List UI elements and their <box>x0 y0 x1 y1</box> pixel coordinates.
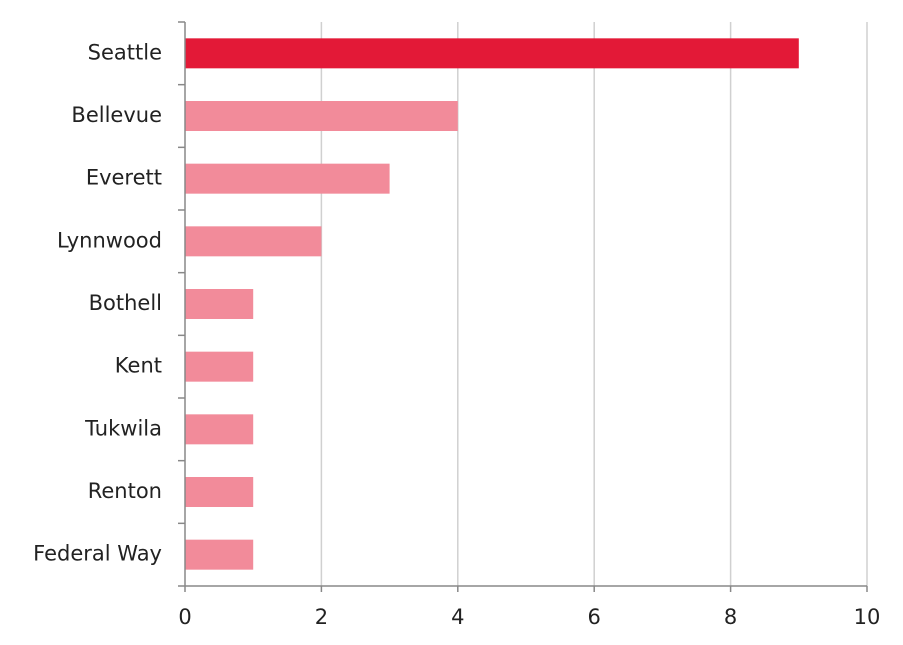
y-tick-label: Bothell <box>89 291 162 315</box>
y-tick-label: Everett <box>86 166 162 190</box>
bar <box>185 101 458 131</box>
x-tick-label: 2 <box>315 605 328 629</box>
x-tick-label: 8 <box>724 605 737 629</box>
bar <box>185 539 254 570</box>
bar <box>185 226 322 257</box>
x-tick-label: 4 <box>451 605 464 629</box>
x-tick-label: 10 <box>854 605 881 629</box>
y-tick-label: Kent <box>115 354 162 378</box>
bar <box>185 38 799 69</box>
x-tick-label: 0 <box>178 605 191 629</box>
bar <box>185 351 254 382</box>
bar <box>185 477 254 507</box>
x-tick-label: 6 <box>588 605 601 629</box>
bar <box>185 414 254 445</box>
y-tick-label: Federal Way <box>33 542 162 566</box>
y-tick-label: Bellevue <box>71 103 162 127</box>
y-tick-label: Seattle <box>88 40 162 64</box>
y-tick-label: Lynnwood <box>57 228 162 252</box>
y-tick-label: Tukwila <box>84 416 162 440</box>
bar <box>185 163 390 194</box>
bar <box>185 289 254 319</box>
y-tick-label: Renton <box>88 479 162 503</box>
